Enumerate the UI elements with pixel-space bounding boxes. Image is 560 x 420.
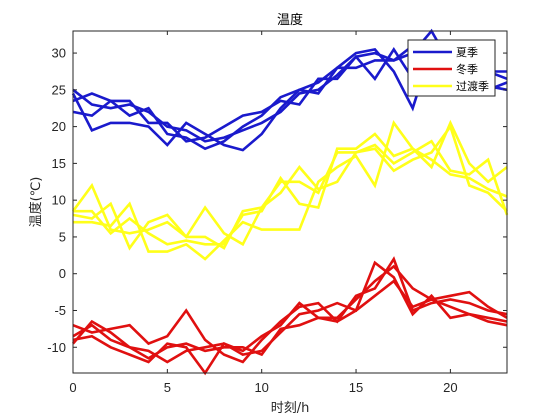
y-axis-label: 温度(℃) xyxy=(28,177,44,228)
x-tick-label: 5 xyxy=(164,380,171,395)
y-tick-label: -10 xyxy=(47,340,66,355)
legend-label: 夏季 xyxy=(456,46,478,59)
y-tick-label: 25 xyxy=(52,82,66,97)
x-tick-label: 20 xyxy=(443,380,457,395)
y-tick-label: 10 xyxy=(52,193,66,208)
y-tick-label: 5 xyxy=(59,229,66,244)
series-line-1-3 xyxy=(72,279,508,376)
axis-layer: 0 5 10 15 20 -10 -5 0 5 10 15 20 25 30 xyxy=(47,30,508,395)
y-tick-label: 0 xyxy=(59,266,66,281)
legend-label: 冬季 xyxy=(456,62,478,76)
series-line-2-1 xyxy=(72,123,508,251)
chart-title: 温度 xyxy=(277,12,303,28)
series-line-0-2 xyxy=(71,28,507,152)
y-tick-label: 20 xyxy=(52,119,66,134)
plot-border xyxy=(72,30,508,374)
y-tick-label: 15 xyxy=(52,156,66,171)
x-axis-label: 时刻/h xyxy=(271,401,310,416)
y-tick-label: 30 xyxy=(52,46,66,61)
x-tick-label: 0 xyxy=(69,380,76,395)
x-tick-label: 15 xyxy=(349,380,363,395)
legend-label: 过渡季 xyxy=(456,79,489,93)
x-tick-label: 10 xyxy=(254,380,268,395)
series-line-2-3 xyxy=(73,119,508,246)
y-tick-label: -5 xyxy=(54,303,66,318)
